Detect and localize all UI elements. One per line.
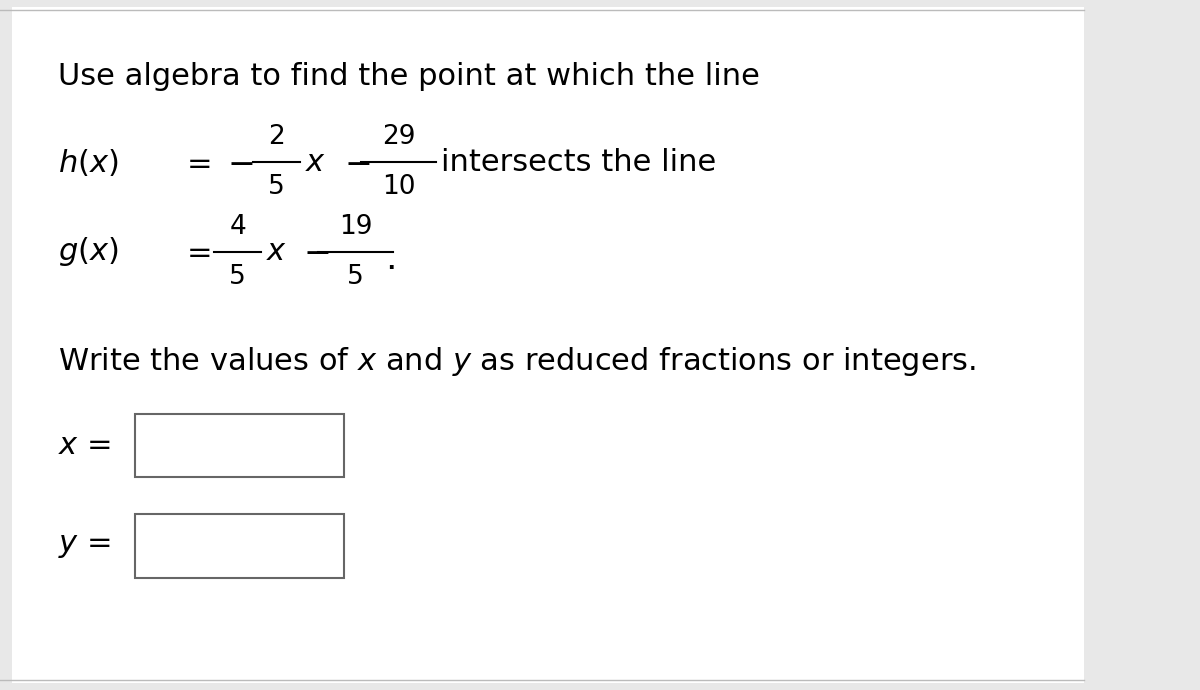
Text: $-$: $-$ xyxy=(304,235,330,268)
Text: 19: 19 xyxy=(338,214,372,239)
Text: .: . xyxy=(385,241,396,276)
Text: $=$: $=$ xyxy=(181,237,211,266)
Text: $-$: $-$ xyxy=(344,146,371,179)
Text: $x$ =: $x$ = xyxy=(59,431,112,460)
Text: $h(x)$: $h(x)$ xyxy=(59,147,119,177)
FancyBboxPatch shape xyxy=(136,414,344,477)
Text: 2: 2 xyxy=(268,124,284,150)
Text: 4: 4 xyxy=(229,214,246,239)
Text: $x$: $x$ xyxy=(265,237,287,266)
Text: 5: 5 xyxy=(229,264,246,290)
Text: $x$: $x$ xyxy=(306,148,326,177)
Text: 29: 29 xyxy=(382,124,415,150)
Text: Use algebra to find the point at which the line: Use algebra to find the point at which t… xyxy=(59,62,760,91)
Text: $=$: $=$ xyxy=(181,148,211,177)
Text: $y$ =: $y$ = xyxy=(59,531,112,560)
Text: 5: 5 xyxy=(347,264,364,290)
Text: $-$: $-$ xyxy=(227,146,253,179)
Text: Write the values of $x$ and $y$ as reduced fractions or integers.: Write the values of $x$ and $y$ as reduc… xyxy=(59,345,976,378)
FancyBboxPatch shape xyxy=(136,514,344,578)
FancyBboxPatch shape xyxy=(12,7,1084,683)
Text: $g(x)$: $g(x)$ xyxy=(59,235,119,268)
Text: 5: 5 xyxy=(268,175,284,200)
Text: 10: 10 xyxy=(382,175,415,200)
Text: intersects the line: intersects the line xyxy=(440,148,716,177)
